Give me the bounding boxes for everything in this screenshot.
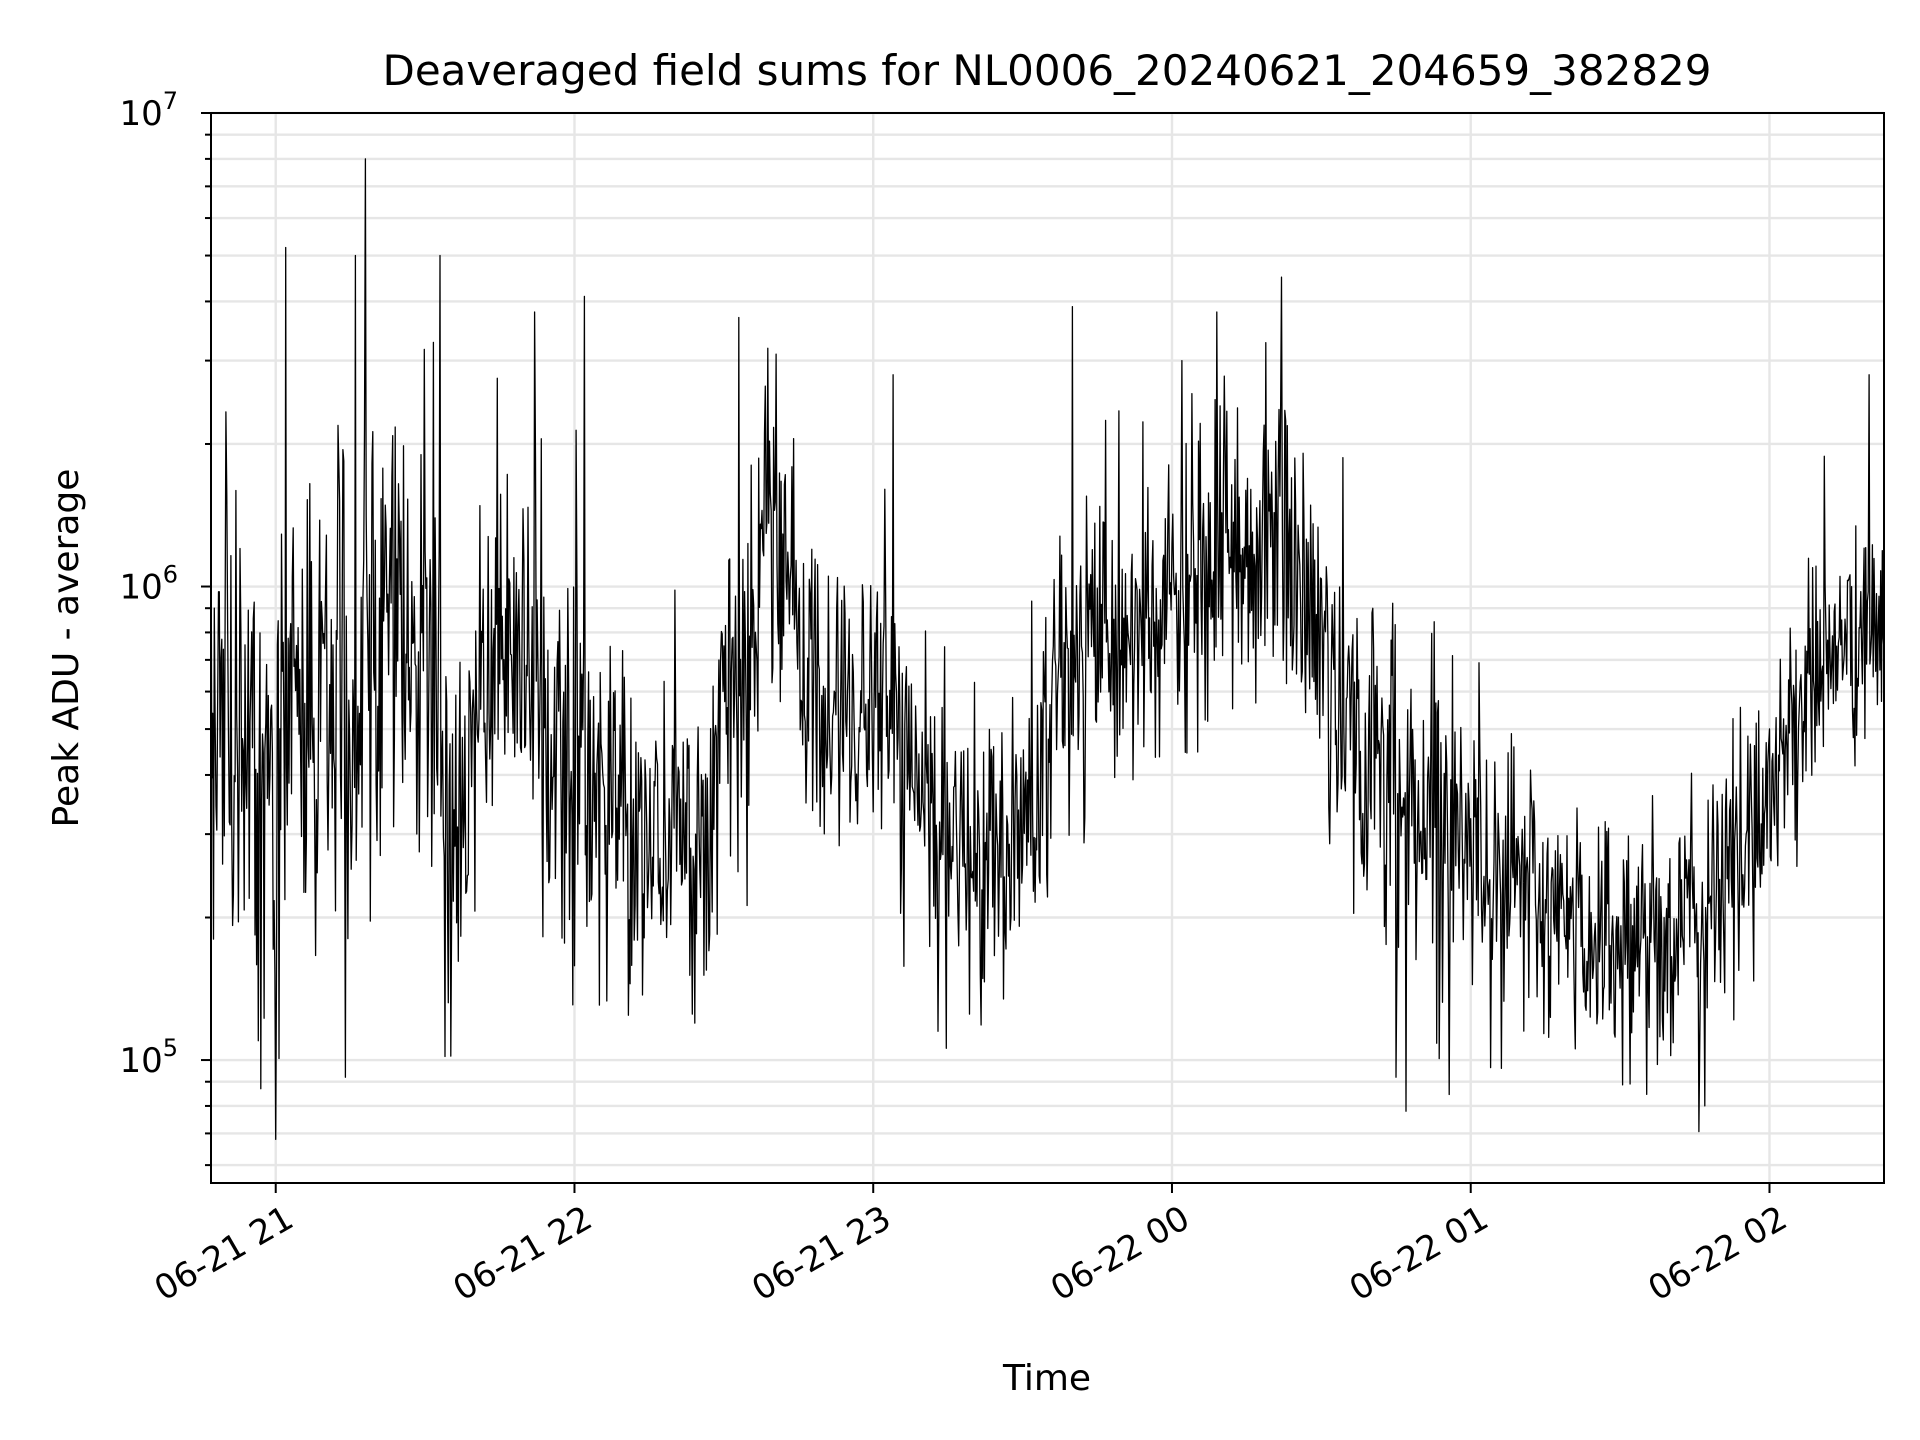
y-tick-label: 106 bbox=[119, 561, 178, 608]
chart-title: Deaveraged field sums for NL0006_2024062… bbox=[383, 46, 1712, 95]
x-axis-label: Time bbox=[1002, 1358, 1091, 1399]
y-axis-label: Peak ADU - average bbox=[46, 469, 87, 828]
y-tick-label: 105 bbox=[119, 1034, 178, 1081]
x-tick-label: 06-22 00 bbox=[1044, 1198, 1196, 1309]
x-tick-label: 06-21 22 bbox=[447, 1198, 599, 1309]
plot-frame bbox=[210, 112, 1885, 1184]
x-tick-label: 06-22 01 bbox=[1343, 1198, 1495, 1309]
grid bbox=[211, 111, 1884, 1183]
y-tick-label: 107 bbox=[119, 87, 178, 134]
series-layer bbox=[210, 158, 1885, 1141]
x-tick-label: 06-21 21 bbox=[148, 1198, 300, 1309]
x-tick-label: 06-22 02 bbox=[1642, 1198, 1794, 1309]
series-line bbox=[210, 158, 1885, 1141]
x-tick-label: 06-21 23 bbox=[745, 1198, 897, 1309]
